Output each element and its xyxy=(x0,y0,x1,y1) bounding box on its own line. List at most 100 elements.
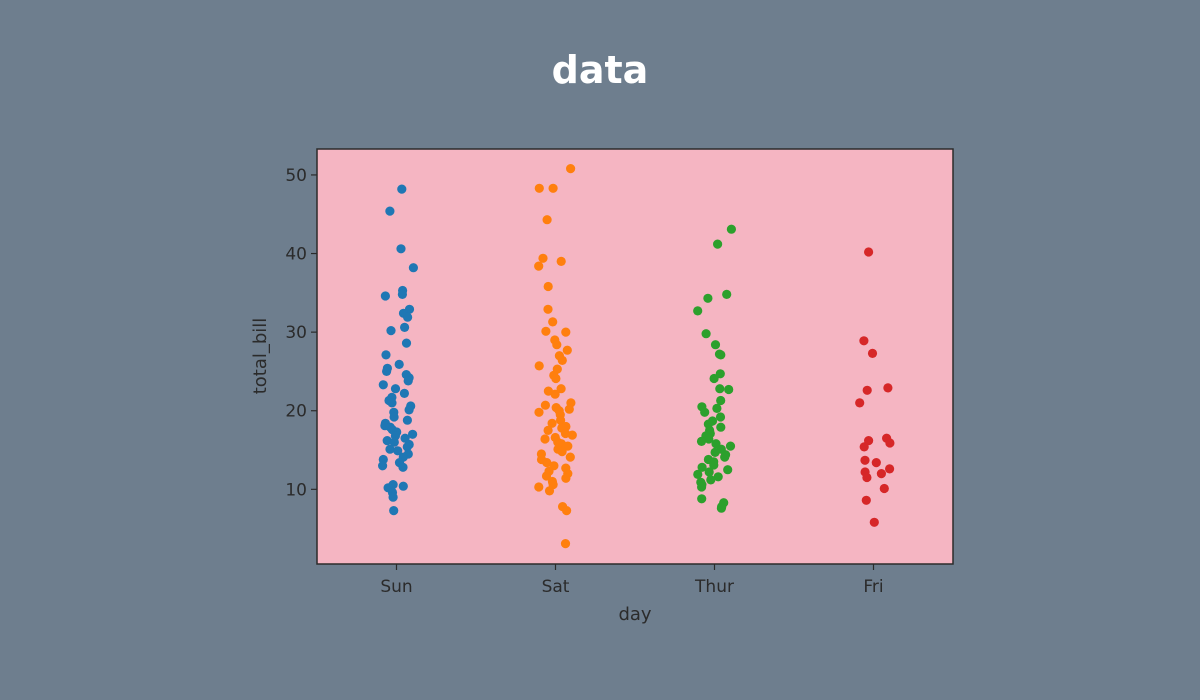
data-point-sat xyxy=(562,345,572,355)
data-point-sat xyxy=(557,447,567,457)
data-point-sun xyxy=(385,444,395,454)
data-point-fri xyxy=(855,398,865,408)
data-point-sun xyxy=(386,326,396,336)
y-tick-label: 50 xyxy=(285,166,307,186)
data-point-fri xyxy=(869,517,879,527)
data-point-sat xyxy=(566,164,576,174)
data-point-sun xyxy=(397,184,407,194)
page-title: data xyxy=(551,48,649,92)
data-point-thur xyxy=(715,384,725,394)
data-point-fri xyxy=(883,383,893,393)
y-axis-title: total_bill xyxy=(250,318,271,395)
data-point-sat xyxy=(548,183,558,193)
data-point-sat xyxy=(562,506,572,516)
data-point-thur xyxy=(716,422,726,432)
data-point-sat xyxy=(534,482,544,492)
data-point-sun xyxy=(388,492,398,502)
data-point-sun xyxy=(393,446,403,456)
data-point-sun xyxy=(381,350,391,360)
data-point-sun xyxy=(382,366,392,376)
axes-layer: 10 20 30 40 50 Sun Sat Thur Fri xyxy=(285,166,883,597)
data-point-thur xyxy=(709,460,719,470)
x-tick-label: Sat xyxy=(542,577,570,597)
data-point-fri xyxy=(861,495,871,505)
data-point-sat xyxy=(538,253,548,263)
data-point-sun xyxy=(380,291,390,301)
data-point-sat xyxy=(543,281,553,292)
data-point-thur xyxy=(701,329,711,339)
y-tick-label: 40 xyxy=(285,245,307,265)
data-point-fri xyxy=(860,455,870,465)
data-point-sat xyxy=(565,452,575,462)
data-point-thur xyxy=(703,293,713,303)
data-point-sun xyxy=(401,338,412,348)
data-point-sat xyxy=(543,425,553,435)
data-point-thur xyxy=(706,475,716,485)
y-tick-label: 10 xyxy=(285,480,307,500)
data-point-sun xyxy=(402,442,412,452)
data-point-thur xyxy=(693,469,703,479)
data-point-sun xyxy=(396,244,406,254)
data-point-sat xyxy=(560,539,571,549)
data-point-fri xyxy=(862,472,872,483)
data-point-thur xyxy=(716,395,726,406)
data-point-thur xyxy=(697,462,707,472)
data-point-sun xyxy=(394,359,404,369)
y-tick-label: 20 xyxy=(285,402,307,422)
data-point-sun xyxy=(399,388,409,398)
x-tick-label: Fri xyxy=(863,577,883,597)
data-point-sat xyxy=(551,373,561,384)
data-point-sat xyxy=(534,183,544,193)
data-point-thur xyxy=(724,384,734,395)
data-point-sat xyxy=(534,407,544,417)
data-point-fri xyxy=(885,464,895,474)
data-point-thur xyxy=(710,447,720,457)
data-point-thur xyxy=(716,503,727,513)
points-layer xyxy=(378,164,895,549)
data-point-fri xyxy=(859,442,869,452)
data-point-sat xyxy=(561,327,571,337)
data-point-sun xyxy=(382,436,392,446)
x-tick-label: Thur xyxy=(694,577,734,597)
data-point-thur xyxy=(696,436,707,446)
data-point-fri xyxy=(876,469,887,479)
plot-area xyxy=(316,148,954,565)
data-point-sat xyxy=(540,434,550,444)
data-point-sun xyxy=(408,263,418,273)
data-point-thur xyxy=(715,412,726,422)
data-point-sun xyxy=(403,376,413,386)
data-point-sat xyxy=(540,400,551,410)
data-point-sat xyxy=(548,317,558,327)
data-point-sat xyxy=(564,404,574,414)
data-point-fri xyxy=(864,247,874,257)
data-point-thur xyxy=(720,452,730,462)
data-point-sat xyxy=(541,326,551,336)
data-point-sun xyxy=(398,481,408,491)
data-point-thur xyxy=(704,434,714,444)
data-point-thur xyxy=(704,467,714,477)
data-point-fri xyxy=(885,438,895,448)
data-point-sat xyxy=(556,256,566,266)
x-axis-title: day xyxy=(618,604,651,625)
data-point-sat xyxy=(534,261,544,271)
y-tick-label: 30 xyxy=(285,323,307,343)
data-point-sun xyxy=(378,461,388,471)
data-point-fri xyxy=(862,385,872,395)
data-point-sat xyxy=(556,384,566,394)
data-point-sun xyxy=(389,412,399,422)
data-point-sun xyxy=(385,206,395,216)
data-point-thur xyxy=(713,239,723,249)
data-point-sun xyxy=(400,322,410,332)
data-point-sat xyxy=(541,471,552,481)
data-point-fri xyxy=(879,483,889,494)
data-point-fri xyxy=(859,336,869,346)
data-point-thur xyxy=(697,494,707,504)
data-point-sun xyxy=(404,405,414,415)
data-point-thur xyxy=(722,289,732,299)
data-point-thur xyxy=(700,407,710,417)
x-tick-label: Sun xyxy=(380,577,412,597)
data-point-sun xyxy=(403,312,413,322)
data-point-thur xyxy=(712,403,722,413)
data-point-fri xyxy=(871,458,881,468)
